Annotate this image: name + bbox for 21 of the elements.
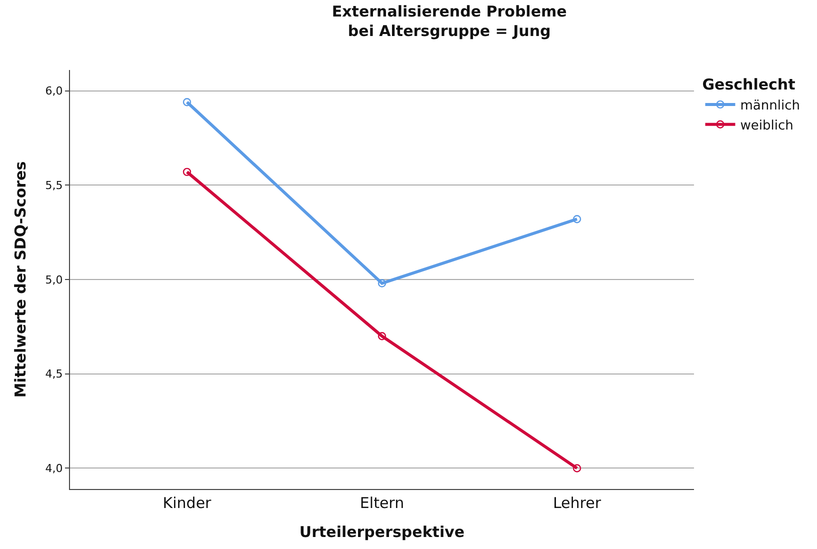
legend-label: männlich xyxy=(740,98,800,114)
point xyxy=(572,215,582,224)
y-tick-label: 5,0 xyxy=(45,273,63,286)
chart-title: Externalisierende Probleme xyxy=(332,2,567,20)
point xyxy=(572,464,582,472)
y-axis-title: Mittelwerte der SDQ-Scores xyxy=(12,161,30,398)
point xyxy=(378,279,386,288)
legend-label: weiblich xyxy=(740,118,794,134)
y-tick-label: 6,0 xyxy=(45,84,63,98)
legend-title: Geschlecht xyxy=(702,76,796,94)
x-tick-label: Lehrer xyxy=(552,494,602,512)
point xyxy=(182,168,192,176)
y-tick-label: 4,5 xyxy=(45,368,63,381)
point xyxy=(378,332,386,340)
x-tick-label: Eltern xyxy=(360,494,404,512)
point xyxy=(182,98,192,106)
chart-subtitle: bei Altersgruppe = Jung xyxy=(348,22,551,40)
y-tick-label: 4,0 xyxy=(45,462,63,476)
y-tick-label: 5,5 xyxy=(45,178,63,192)
x-axis-title: Urteilerperspektive xyxy=(299,523,465,541)
x-tick-label: Kinder xyxy=(162,494,212,512)
